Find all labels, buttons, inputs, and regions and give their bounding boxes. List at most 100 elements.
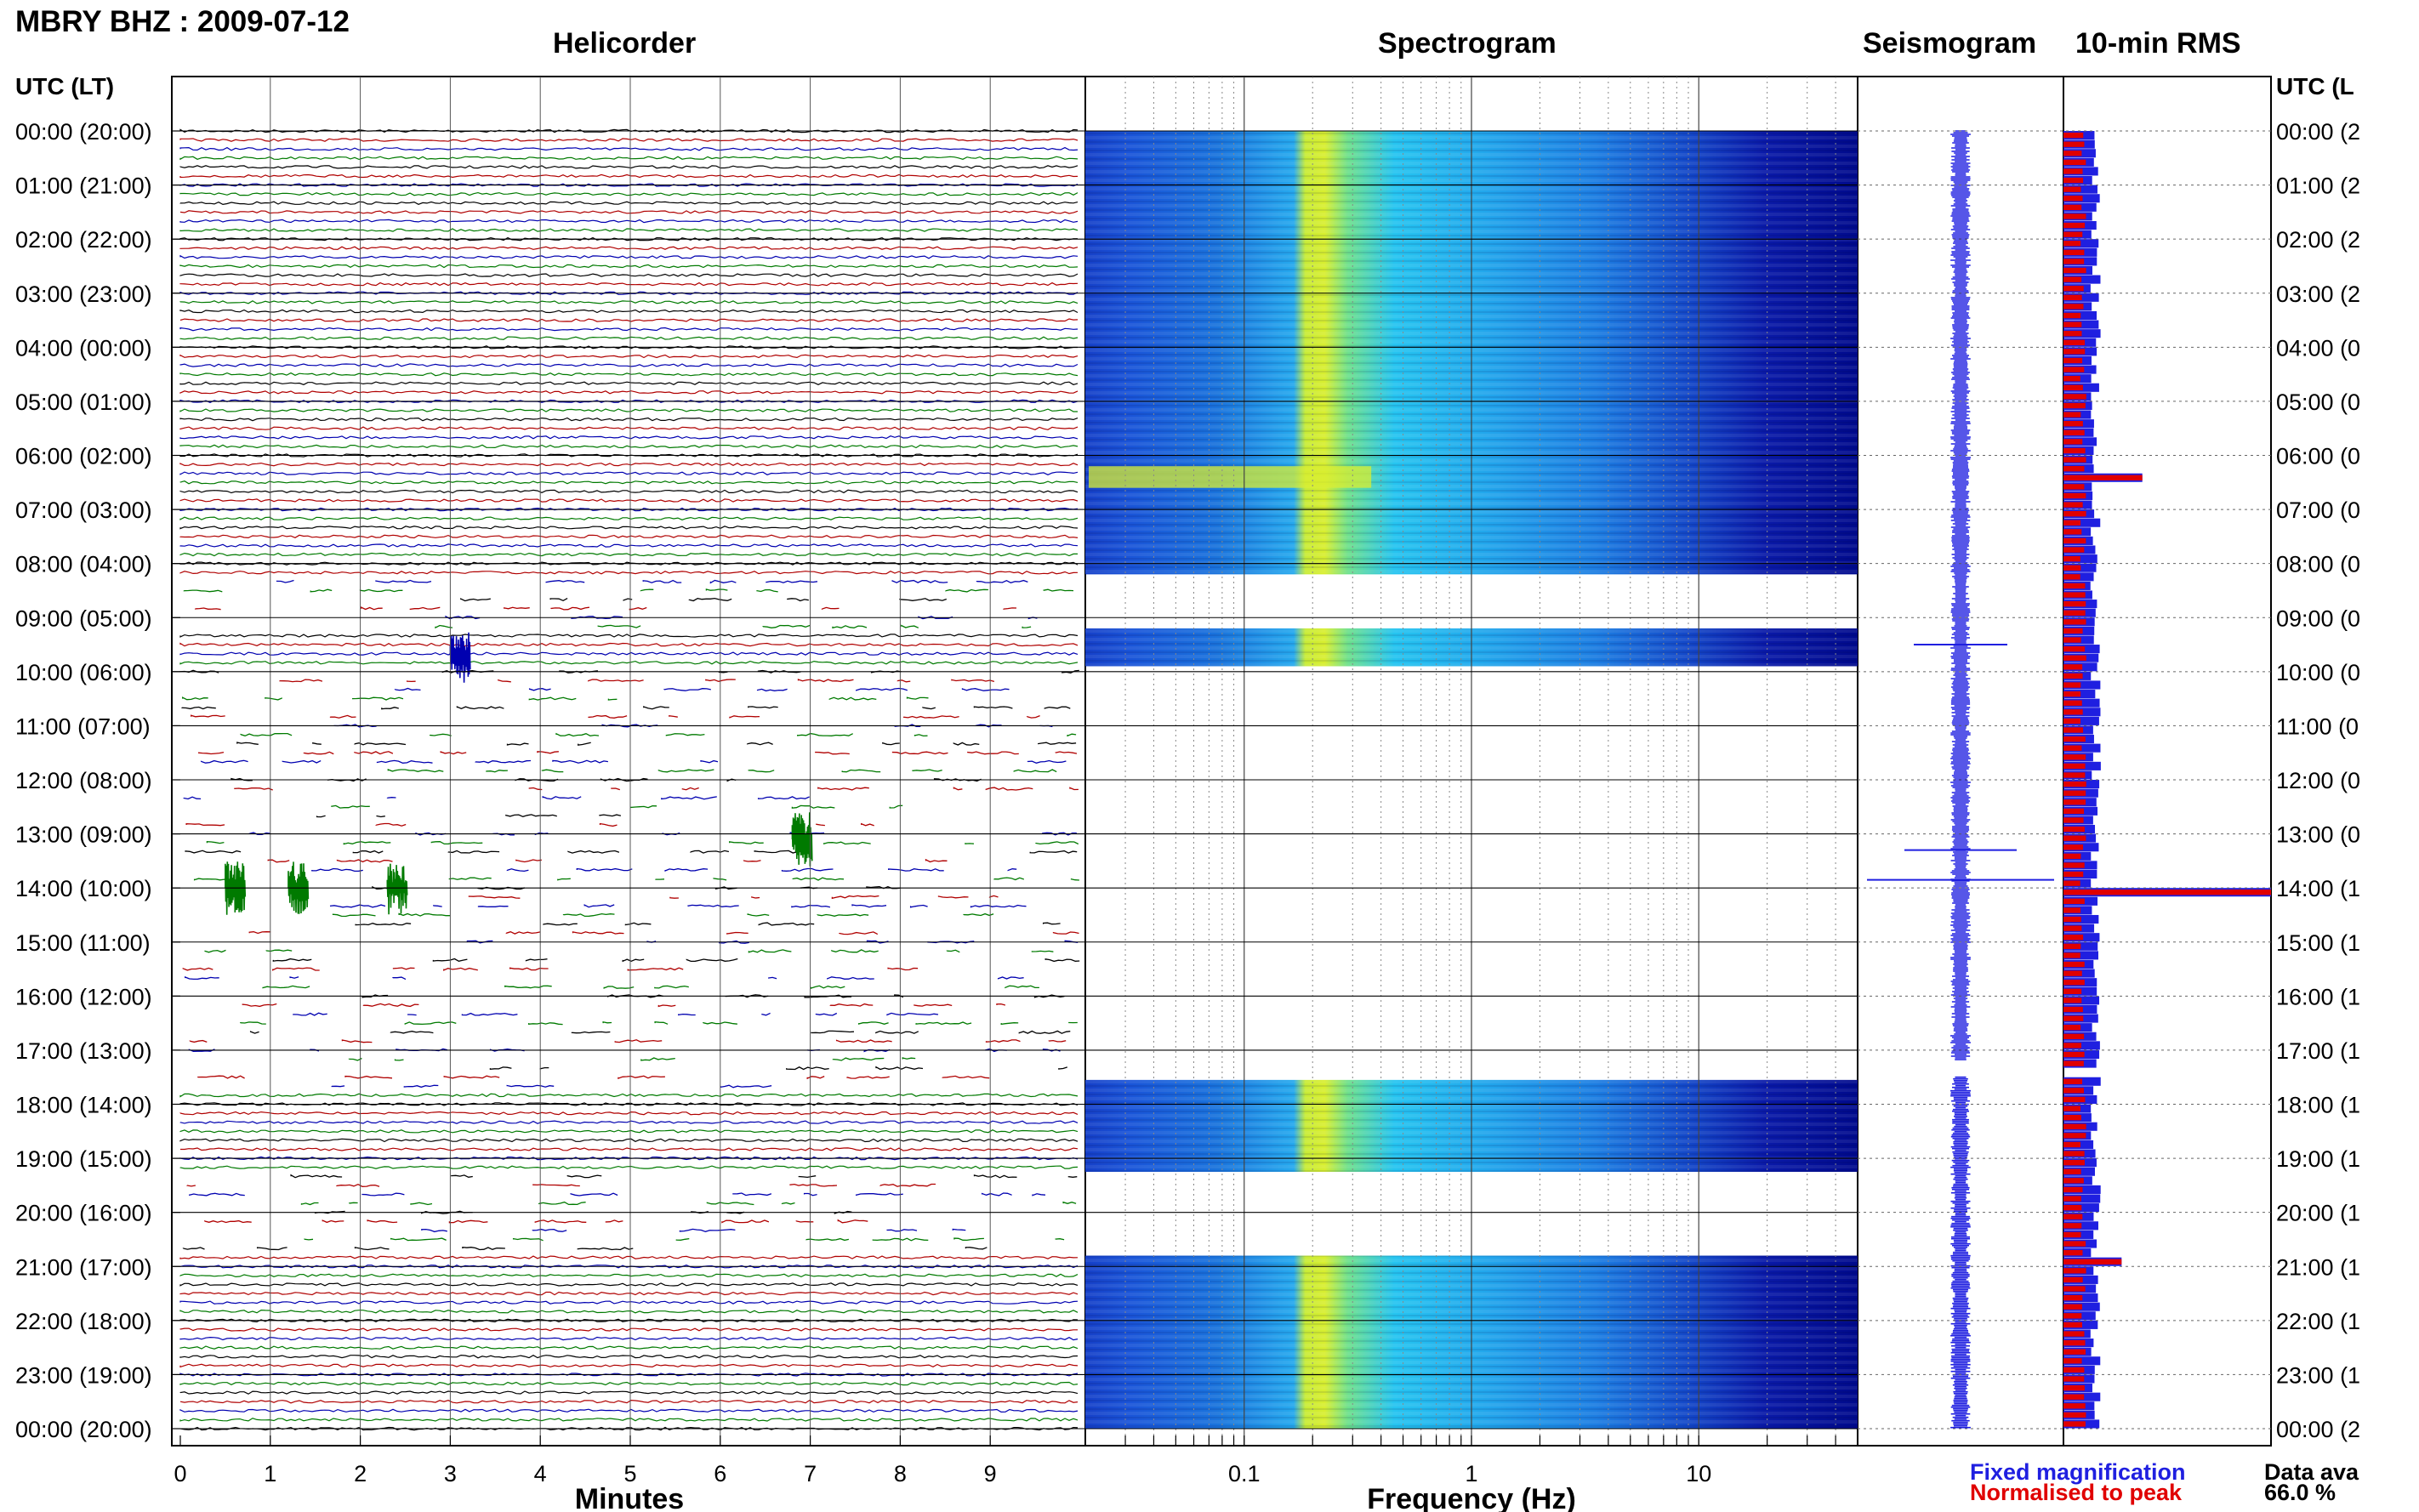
helicorder-trace <box>179 1282 1079 1287</box>
rms-bar-normalised <box>2063 745 2082 751</box>
helicorder-trace-fragment <box>279 679 995 683</box>
rms-bar-normalised <box>2063 394 2086 400</box>
rms-bar-normalised <box>2063 1241 2086 1247</box>
helicorder-trace-fragment <box>276 579 1028 584</box>
hour-label-right: 03:00 (2 <box>2276 281 2360 307</box>
hour-label-right: 14:00 (1 <box>2276 876 2360 901</box>
helicorder-trace-fragment <box>331 1084 772 1089</box>
hour-label-right: 16:00 (1 <box>2276 984 2360 1009</box>
rms-bar-normalised <box>2063 213 2086 219</box>
rms-bar-normalised <box>2063 727 2084 733</box>
rms-bar-normalised <box>2063 1033 2085 1039</box>
helicorder-trace <box>179 1399 1079 1404</box>
helicorder-trace <box>179 1120 1079 1124</box>
hour-label-right: 00:00 (2 <box>2276 1417 2360 1442</box>
helicorder-trace <box>179 1327 1078 1332</box>
hour-label-left: 17:00 (13:00) <box>15 1038 152 1064</box>
rms-bar-normalised <box>2063 1178 2084 1184</box>
rms-bar-fixed <box>2063 743 2101 753</box>
helicorder-trace <box>179 1093 1079 1098</box>
rms-bar-normalised <box>2063 673 2083 679</box>
hour-label-left: 10:00 (06:00) <box>15 660 152 685</box>
helicorder-trace <box>179 1300 1079 1305</box>
rms-bar-normalised <box>2063 1331 2085 1337</box>
rms-bar-normalised <box>2063 1223 2082 1229</box>
helicorder-event <box>287 861 310 914</box>
rms-bar-normalised <box>2063 1186 2083 1193</box>
minute-tick-label: 9 <box>984 1461 997 1486</box>
rms-plot <box>2063 131 2271 1429</box>
rms-bar-normalised <box>2063 177 2084 184</box>
rms-bar-normalised <box>2063 1294 2083 1301</box>
helicorder-trace-fragment <box>196 1075 990 1080</box>
rms-bar-normalised <box>2063 1088 2084 1094</box>
hour-label-left: 04:00 (00:00) <box>15 335 152 361</box>
helicorder-trace <box>179 318 1079 322</box>
helicorder-event <box>449 632 471 683</box>
rms-bar-normalised <box>2063 925 2082 931</box>
helicorder-trace-fragment <box>331 804 903 809</box>
helicorder-trace <box>179 426 1079 430</box>
helicorder-trace-fragment <box>489 1066 1067 1071</box>
rms-bar-normalised <box>2063 709 2083 715</box>
legend-normalised-to-peak: Normalised to peak <box>1970 1480 2183 1505</box>
helicorder-event <box>386 863 408 915</box>
rms-bar-normalised <box>2063 321 2082 327</box>
rms-bar-normalised <box>2063 610 2086 616</box>
rms-bar-normalised <box>2063 1421 2086 1427</box>
helicorder-trace <box>179 354 1079 359</box>
rms-bar-normalised <box>2063 502 2083 508</box>
hour-label-right: 22:00 (1 <box>2276 1309 2360 1334</box>
rms-bar-normalised <box>2063 484 2085 490</box>
rms-bar-normalised <box>2063 763 2086 770</box>
helicorder-trace <box>179 156 1079 161</box>
rms-bar-fixed <box>2063 1041 2100 1050</box>
hour-label-left: 05:00 (01:00) <box>15 389 152 415</box>
minute-tick-label: 7 <box>804 1461 817 1486</box>
hour-label-right: 13:00 (0 <box>2276 822 2360 848</box>
helicorder-trace <box>179 471 1079 475</box>
helicorder-trace <box>179 210 1079 214</box>
rms-bar-normalised <box>2063 1358 2082 1364</box>
rms-bar-normalised <box>2063 312 2081 319</box>
hour-label-left: 03:00 (23:00) <box>15 281 152 307</box>
helicorder-trace <box>179 1426 1079 1431</box>
helicorder-trace-fragment <box>182 967 919 971</box>
helicorder-trace <box>180 1147 1079 1151</box>
hour-grid <box>172 130 2271 1430</box>
seismogram-trace <box>1950 130 1971 1060</box>
hour-label-right: 17:00 (1 <box>2276 1038 2360 1064</box>
helicorder-trace-fragment <box>300 1201 1077 1206</box>
rms-bar-normalised <box>2063 231 2083 237</box>
rms-bar-normalised <box>2063 339 2086 346</box>
rms-bar-normalised <box>2063 331 2082 337</box>
rms-bar-normalised <box>2063 664 2083 670</box>
helicorder-trace <box>179 1381 1079 1386</box>
rms-bar-fixed <box>2063 680 2101 690</box>
rms-bar-normalised <box>2063 402 2086 409</box>
rms-bar-normalised <box>2063 817 2084 823</box>
spectrogram-plot <box>1085 77 1858 1446</box>
rms-bar-normalised <box>2063 835 2086 841</box>
rms-bar-normalised <box>2063 637 2081 643</box>
rms-bar-normalised <box>2063 151 2082 156</box>
hour-label-right: 15:00 (1 <box>2276 930 2360 956</box>
rms-bar-normalised <box>2063 1403 2086 1409</box>
rms-bar-fixed <box>2063 951 2098 960</box>
helicorder-trace-fragment <box>293 1012 939 1016</box>
rms-bar-normalised <box>2063 1006 2083 1013</box>
helicorder-trace-fragment <box>181 706 1071 710</box>
rms-bar-normalised <box>2063 1322 2083 1328</box>
rms-bar-normalised <box>2063 1412 2086 1418</box>
helicorder-trace <box>179 1129 1079 1134</box>
helicorder-trace <box>179 1309 1079 1314</box>
helicorder-trace <box>179 273 1079 277</box>
rms-bar-normalised <box>2063 1339 2086 1346</box>
helicorder-trace-fragment <box>204 1219 868 1224</box>
minute-tick-label: 2 <box>354 1461 367 1486</box>
helicorder-trace-fragment <box>236 742 1077 746</box>
helicorder-trace-fragment <box>355 922 1061 926</box>
helicorder-trace-fragment <box>421 1228 966 1233</box>
helicorder-trace <box>179 1111 1079 1116</box>
